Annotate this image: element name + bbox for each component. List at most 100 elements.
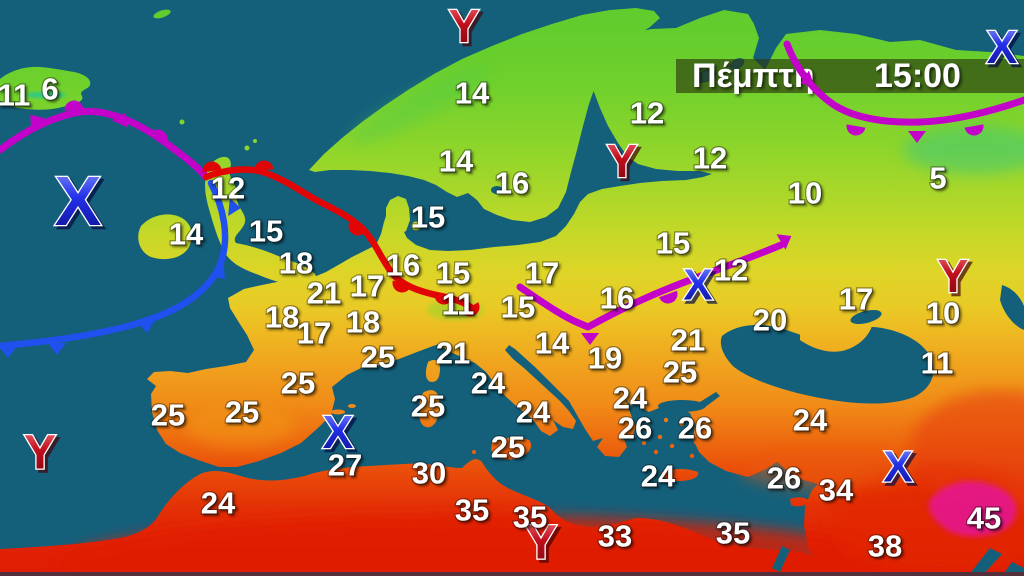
front-tooth-semi (348, 220, 366, 236)
temp-label: 18 (279, 246, 313, 281)
temp-label: 20 (753, 303, 787, 338)
temp-label: 21 (671, 323, 705, 358)
low-pressure-symbol: X (883, 443, 912, 492)
front-tooth-tri (800, 70, 816, 88)
temp-label: 15 (501, 290, 535, 325)
temp-label: 21 (436, 336, 470, 371)
temp-label: 27 (328, 448, 362, 483)
cold-spot-iceland (26, 91, 66, 99)
cold-patch-northeast (903, 126, 1024, 174)
front-tooth-semi (461, 302, 480, 317)
temp-label: 25 (411, 389, 445, 424)
temp-label: 15 (249, 214, 283, 249)
front-tooth-semi (202, 161, 222, 173)
temp-label: 16 (600, 281, 634, 316)
temp-label: 25 (361, 340, 395, 375)
temp-label: 19 (588, 341, 622, 376)
island-zealand (411, 221, 421, 231)
low-pressure-symbol: X (55, 162, 102, 240)
front-tooth-semi (846, 124, 866, 136)
front-tooth-tri (210, 264, 225, 280)
temp-label: 14 (455, 76, 490, 111)
front-line (0, 179, 229, 350)
landmass-italy (443, 331, 576, 436)
front-tooth-tri (228, 198, 241, 216)
temp-label: 24 (793, 403, 828, 438)
temp-label: 5 (929, 161, 946, 196)
front-tooth-tri (111, 113, 129, 128)
landmass-iceland (0, 66, 91, 110)
temp-label: 35 (716, 516, 750, 551)
temp-label: 45 (967, 501, 1001, 536)
temp-label: 15 (656, 226, 690, 261)
front-tooth-semi (64, 100, 84, 111)
front-tooth-tri (776, 234, 792, 250)
temp-label: 25 (151, 398, 185, 433)
temp-label: 10 (926, 296, 960, 331)
island-sicily (491, 437, 532, 460)
island-balearic (348, 404, 356, 408)
warm-patch-iberia (185, 403, 295, 447)
front-tooth-tri (908, 131, 926, 143)
front-tooth-tri (581, 333, 599, 345)
header: Πέμπτη 15:00 (676, 57, 1024, 95)
cool-patch-norway (349, 65, 491, 145)
island-faroe (179, 119, 185, 125)
temperature-tint-overlays (26, 65, 1024, 576)
temp-label: 14 (535, 326, 570, 361)
front-tooth-semi (964, 124, 984, 136)
front-cold-atlantic (0, 179, 241, 358)
front-occluded-ukraine (516, 234, 792, 345)
island-crete (661, 469, 699, 481)
temp-label: 15 (411, 200, 445, 235)
header-bar (676, 59, 1024, 93)
temp-label: 6 (41, 72, 58, 107)
island-balearic (331, 409, 345, 415)
crimea-peninsula (800, 323, 872, 352)
temp-label: 38 (868, 529, 902, 564)
temp-label: 14 (169, 217, 204, 252)
inland-water-layer (491, 58, 1024, 576)
front-tooth-semi (392, 280, 412, 293)
high-pressure-symbol: Y (525, 517, 557, 570)
temp-label: 26 (767, 461, 801, 496)
high-pressure-symbol: Y (938, 250, 969, 302)
temp-label: 35 (455, 493, 489, 528)
bottom-strip (0, 572, 1024, 576)
temp-label: 12 (630, 96, 664, 131)
landmass-great-britain (205, 156, 316, 286)
front-occluded-atlantic (0, 100, 210, 181)
aegean-islands (642, 417, 725, 465)
warm-patch-anatolia (740, 450, 920, 490)
front-tooth-semi (150, 129, 168, 145)
hot-patch-sahara (60, 515, 900, 576)
temp-label: 17 (839, 282, 873, 317)
temp-label: 24 (613, 381, 648, 416)
front-tooth-tri (0, 346, 17, 358)
temp-label: 25 (663, 355, 697, 390)
temp-label: 35 (513, 500, 547, 535)
front-line (516, 241, 785, 331)
gulf-of-suez (772, 546, 790, 572)
pressure-symbols-layer: X X X X X Y Y Y Y Y (23, 0, 1019, 571)
front-tooth-semi (659, 290, 678, 304)
temp-label: 24 (516, 395, 551, 430)
temp-label: 17 (297, 316, 331, 351)
landmass-mainland-eurasia (147, 10, 1024, 576)
temp-label: 17 (525, 256, 559, 291)
temp-label: 30 (412, 456, 446, 491)
temp-label: 12 (211, 171, 245, 206)
temp-label: 11 (921, 346, 954, 381)
bosporus-strait (700, 392, 720, 408)
front-tooth-tri (137, 320, 155, 333)
low-pressure-symbol: X (323, 406, 354, 458)
time-label: 15:00 (874, 57, 961, 95)
black-sea (720, 324, 934, 404)
island-sardinia (418, 390, 440, 428)
temp-label: 12 (714, 253, 748, 288)
low-pressure-symbol: X (683, 261, 712, 310)
temp-label: 14 (439, 144, 474, 179)
temp-label: 16 (495, 166, 529, 201)
temp-label: 17 (350, 269, 384, 304)
